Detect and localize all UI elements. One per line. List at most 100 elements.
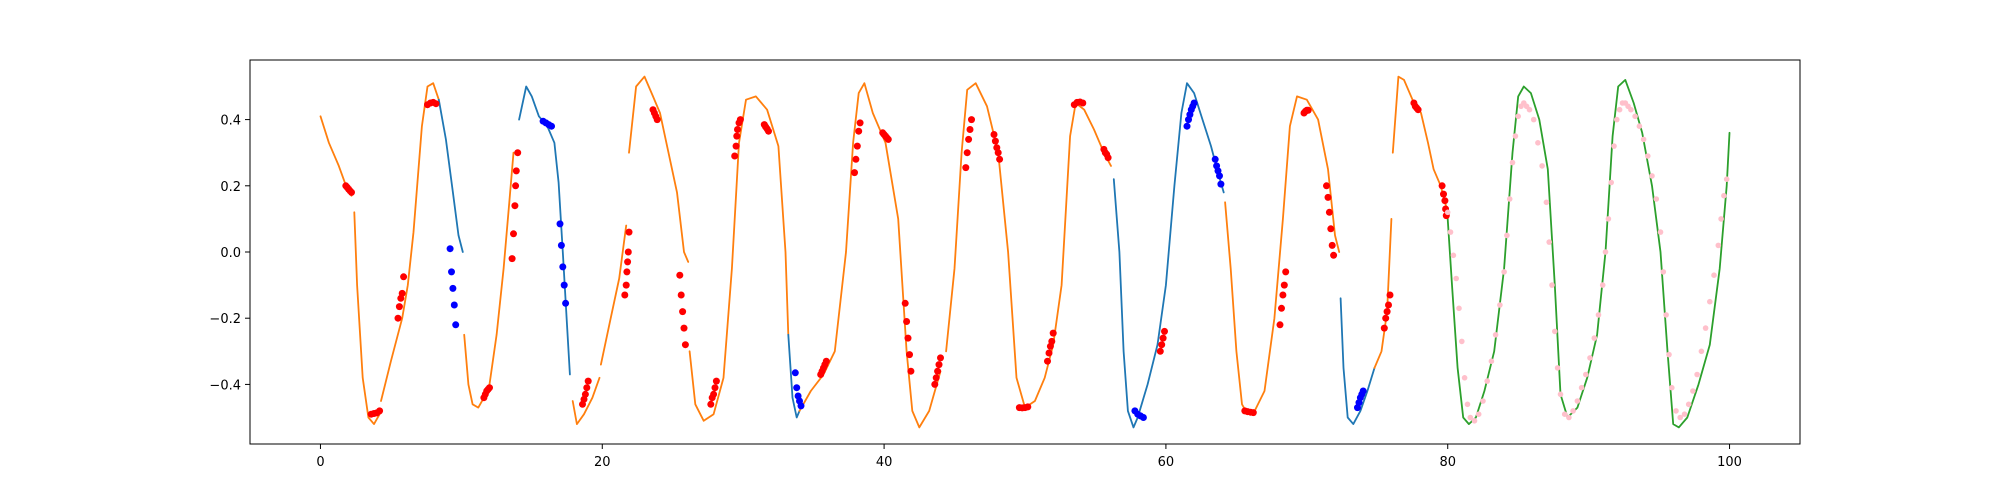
marker-pink-77 <box>1718 216 1724 222</box>
marker-pink-11 <box>1480 398 1486 404</box>
marker-red-137 <box>1328 241 1336 249</box>
marker-red-125 <box>1278 304 1285 312</box>
marker-red-47 <box>680 324 688 332</box>
marker-red-94 <box>990 131 998 138</box>
marker-red-147 <box>1414 106 1422 114</box>
marker-pink-4 <box>1456 305 1462 312</box>
marker-pink-60 <box>1653 196 1660 202</box>
marker-red-135 <box>1325 208 1333 216</box>
marker-darkblue-18 <box>797 402 805 410</box>
marker-red-37 <box>624 258 632 266</box>
marker-pink-57 <box>1640 136 1647 143</box>
marker-red-24 <box>510 230 517 238</box>
marker-darkblue-11 <box>559 263 567 271</box>
marker-red-79 <box>901 299 909 307</box>
marker-red-22 <box>486 384 493 392</box>
marker-pink-33 <box>1554 365 1561 371</box>
marker-red-13 <box>400 273 408 281</box>
marker-pink-10 <box>1475 411 1482 418</box>
marker-red-104 <box>1045 349 1053 357</box>
marker-pink-54 <box>1628 106 1634 113</box>
marker-red-17 <box>432 100 440 108</box>
series-line-green-19 <box>1446 79 1731 429</box>
marker-red-12 <box>398 289 406 297</box>
marker-red-46 <box>679 308 687 316</box>
marker-red-150 <box>1441 197 1449 205</box>
ticks-layer: 0 20 40 60 80 100 −0.4 −0.2 0.0 0.2 0.4 <box>209 114 1742 470</box>
marker-pink-19 <box>1509 159 1516 166</box>
marker-pink-71 <box>1694 371 1700 378</box>
series-line-blue-16 <box>1339 297 1376 425</box>
marker-pink-20 <box>1512 133 1519 139</box>
marker-pink-8 <box>1467 414 1474 421</box>
marker-red-111 <box>1079 99 1087 107</box>
series-line-orange-9 <box>688 95 790 422</box>
series-line-blue-3 <box>437 98 464 253</box>
series-line-orange-6 <box>571 376 601 425</box>
marker-red-80 <box>903 318 911 325</box>
y-tick-label: 0.4 <box>220 114 241 129</box>
marker-red-102 <box>1024 403 1032 411</box>
marker-red-133 <box>1323 182 1330 190</box>
marker-red-140 <box>1382 314 1390 322</box>
marker-pink-73 <box>1702 325 1709 331</box>
marker-pink-43 <box>1595 312 1602 318</box>
series-line-blue-13 <box>1112 178 1139 429</box>
marker-darkblue-0 <box>446 245 454 253</box>
marker-pink-62 <box>1660 269 1667 275</box>
marker-red-48 <box>681 341 689 349</box>
marker-pink-64 <box>1666 351 1672 358</box>
marker-pink-36 <box>1566 414 1572 421</box>
marker-red-87 <box>935 361 943 369</box>
marker-red-73 <box>856 119 864 127</box>
marker-red-98 <box>996 155 1004 163</box>
marker-darkblue-10 <box>557 241 565 249</box>
series-line-orange-1 <box>353 211 381 425</box>
marker-red-107 <box>1049 329 1057 337</box>
marker-pink-42 <box>1591 335 1598 341</box>
marker-layer <box>342 98 1730 424</box>
marker-red-32 <box>583 384 591 392</box>
marker-red-23 <box>508 255 516 263</box>
marker-pink-72 <box>1698 348 1705 355</box>
marker-red-71 <box>853 142 861 150</box>
marker-pink-50 <box>1616 106 1623 113</box>
marker-red-53 <box>712 377 720 385</box>
marker-red-45 <box>677 291 685 299</box>
marker-red-84 <box>931 380 939 388</box>
marker-pink-3 <box>1453 275 1459 282</box>
marker-red-126 <box>1279 291 1287 299</box>
marker-darkblue-3 <box>450 301 458 309</box>
marker-pink-32 <box>1552 328 1558 335</box>
x-tick-label: 60 <box>1158 455 1175 470</box>
marker-red-52 <box>711 384 719 392</box>
marker-pink-5 <box>1459 338 1465 345</box>
marker-darkblue-22 <box>1139 414 1147 421</box>
marker-pink-14 <box>1492 332 1499 338</box>
marker-red-92 <box>966 126 974 133</box>
marker-red-91 <box>965 135 973 143</box>
marker-red-69 <box>851 169 858 177</box>
marker-pink-49 <box>1614 116 1620 123</box>
marker-pink-7 <box>1464 401 1471 408</box>
marker-pink-56 <box>1636 123 1643 129</box>
series-line-orange-8 <box>628 75 690 263</box>
marker-red-27 <box>512 167 520 175</box>
marker-darkblue-29 <box>1211 155 1219 163</box>
marker-pink-66 <box>1673 408 1679 414</box>
marker-red-85 <box>932 374 940 382</box>
marker-pink-40 <box>1583 371 1589 378</box>
series-line-blue-5 <box>518 85 571 376</box>
marker-pink-21 <box>1515 113 1521 120</box>
marker-pink-6 <box>1461 375 1468 381</box>
marker-red-10 <box>395 303 403 311</box>
marker-pink-48 <box>1611 143 1617 149</box>
marker-pink-45 <box>1602 249 1609 255</box>
marker-red-72 <box>855 127 863 135</box>
marker-pink-44 <box>1599 282 1606 288</box>
series-line-orange-4 <box>463 151 515 409</box>
series-line-orange-2 <box>380 82 440 402</box>
marker-darkblue-1 <box>448 268 455 276</box>
marker-red-90 <box>963 149 971 157</box>
marker-red-83 <box>907 367 915 375</box>
